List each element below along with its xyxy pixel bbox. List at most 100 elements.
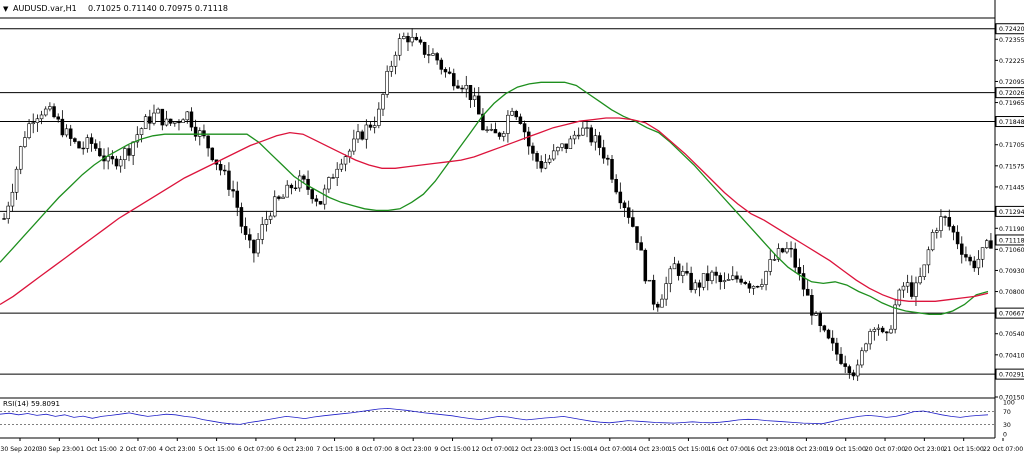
candle-bullish [260,224,264,240]
price-tick-label: 0.70291 [999,372,1024,379]
candle-bullish [10,191,15,207]
moving-average-lines [0,81,989,315]
candle-bearish [697,282,702,288]
candle-bullish [668,268,673,284]
candle-bullish [764,271,768,285]
candle-bullish [984,240,989,248]
candle-bullish [672,263,677,270]
candle-bearish [631,217,635,227]
candle-bearish [418,39,423,43]
candle-bullish [352,138,356,152]
candle-bearish [718,275,723,283]
candle-bullish [18,146,23,170]
candle-bullish [185,111,190,121]
candle-bullish [593,135,598,143]
candle-bullish [164,118,169,126]
candle-bearish [206,135,210,149]
price-tick-label: 0.72026 [999,90,1024,97]
candle-bearish [826,329,831,339]
candle-bearish [789,248,793,250]
candle-bearish [148,116,152,124]
candlesticks [2,28,993,381]
candle-bullish [156,108,160,114]
candle-bullish [855,364,860,377]
candle-bullish [897,289,902,306]
candle-bullish [506,114,510,134]
time-tick-label: 21 Oct 15:00 [944,446,984,453]
candle-bullish [131,141,135,156]
candle-bullish [560,143,564,148]
candle-bearish [964,254,968,258]
candle-bullish [281,196,285,199]
candle-bearish [968,256,972,262]
price-tick-label: 0.71118 [999,237,1024,244]
candle-bearish [422,41,427,55]
candle-bullish [585,127,589,129]
candle-bullish [27,123,31,138]
moving-average-green [0,81,989,315]
candle-bearish [127,148,131,156]
price-tick-label: 0.71190 [999,226,1024,233]
time-tick-label: 16 Oct 07:00 [708,446,748,453]
candle-bearish [314,198,319,202]
candle-bullish [547,158,552,163]
candle-bearish [60,118,65,136]
candle-bullish [489,129,494,131]
candle-bullish [264,219,269,225]
time-tick-label: 9 Oct 15:00 [434,446,470,453]
candle-bullish [48,106,52,110]
candle-bullish [35,118,40,123]
candle-bullish [143,116,148,129]
candle-bearish [689,272,693,291]
candle-bearish [597,135,602,148]
time-tick-label: 30 Sep 23:00 [39,446,80,453]
candle-bullish [464,85,469,90]
candle-bearish [797,267,802,274]
candle-bullish [726,279,731,281]
time-tick-label: 14 Oct 07:00 [590,446,630,453]
price-tick-label: 0.72095 [999,79,1024,86]
candle-bearish [780,248,785,253]
time-tick-label: 12 Oct 07:00 [472,446,512,453]
time-tick-label: 5 Oct 15:00 [198,446,234,453]
candle-bearish [77,141,81,149]
candle-bearish [989,240,993,249]
candle-bullish [393,54,398,67]
candle-bearish [880,327,885,333]
candle-bearish [177,121,181,124]
candle-bearish [460,87,464,90]
candle-bearish [427,54,431,56]
price-tick-label: 0.71060 [999,247,1024,254]
candle-bearish [685,271,689,274]
candle-bullish [297,175,302,189]
candle-bullish [285,184,289,198]
candle-bullish [39,114,44,120]
candle-bearish [801,273,806,290]
candle-bullish [343,156,348,165]
rsi-label: RSI(14) 59.8091 [3,400,60,408]
moving-average-red [0,117,989,306]
time-tick-label: 20 Oct 23:00 [904,446,944,453]
candle-bullish [860,350,864,366]
price-axis: 0.72420 0.72355 0.72225 0.72095 0.72026 0.719… [995,23,1024,402]
candle-bearish [239,207,244,227]
candle-bullish [85,137,90,149]
candle-bullish [581,127,585,136]
candle-bearish [439,59,444,70]
candle-bullish [123,148,127,160]
price-label-box [995,23,1024,35]
candle-bearish [456,85,460,89]
candle-bearish [493,129,498,134]
candle-bearish [98,148,102,157]
candle-bearish [626,207,631,218]
candle-bullish [785,248,789,253]
candle-bullish [385,71,389,95]
candle-bullish [510,110,514,116]
candle-bearish [468,85,473,101]
candle-bullish [693,282,698,291]
candle-bullish [23,137,27,147]
candle-bearish [818,313,822,327]
collapse-icon[interactable]: ▼ [3,5,9,13]
